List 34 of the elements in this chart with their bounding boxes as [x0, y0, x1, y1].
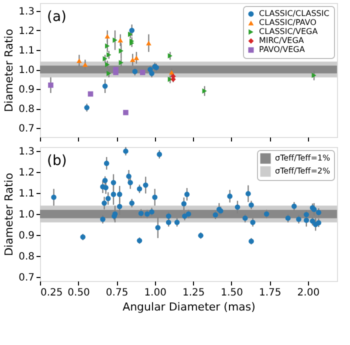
y-tick-label: 1.3 [18, 146, 34, 158]
x-tick-label: 1.50 [220, 288, 243, 298]
x-tick-label: 1.25 [182, 288, 205, 298]
y-tick-label: 1.0 [18, 65, 34, 76]
x-tick-label: 1.75 [259, 288, 282, 298]
y-tick-label: 0.8 [18, 251, 34, 262]
legend-label: CLASSIC/PAVO [259, 18, 316, 27]
legend-label: CLASSIC/VEGA [259, 27, 318, 36]
legend-label: CLASSIC/CLASSIC [259, 9, 330, 18]
x-tick-label: 0.75 [106, 288, 128, 298]
y-axis-title: Diameter Ratio [2, 172, 16, 256]
x-axis-title: Angular Diameter (mas) [122, 300, 256, 314]
y-tick-label: 0.9 [18, 84, 34, 96]
y-tick-label: 0.7 [18, 124, 34, 135]
x-tick-label: 1.00 [144, 288, 166, 298]
annotation: (a) [47, 9, 67, 25]
y-axis-title: Diameter Ratio [2, 28, 16, 112]
y-tick-label: 0.9 [18, 230, 34, 242]
y-tick-label: 0.7 [18, 272, 34, 284]
y-tick-label: 1.3 [18, 6, 34, 18]
legend-label: MIRC/VEGA [259, 36, 304, 45]
y-tick-label: 1.0 [18, 210, 34, 220]
legend-label: σTeff/Teff=1% [275, 154, 330, 162]
annotation: (b) [47, 153, 67, 169]
y-tick-label: 1.2 [18, 26, 34, 37]
y-tick-label: 0.8 [18, 104, 34, 116]
y-tick-label: 1.1 [18, 188, 34, 200]
legend-label: σTeff/Teff=2% [275, 166, 330, 176]
x-tick-label: 2.00 [297, 288, 320, 298]
legend-label: PAVO/VEGA [259, 45, 306, 54]
x-tick-label: 0.50 [68, 288, 90, 298]
y-tick-label: 1.1 [18, 45, 34, 56]
y-tick-label: 1.2 [18, 168, 34, 179]
x-tick-label: 0.25 [40, 288, 63, 298]
